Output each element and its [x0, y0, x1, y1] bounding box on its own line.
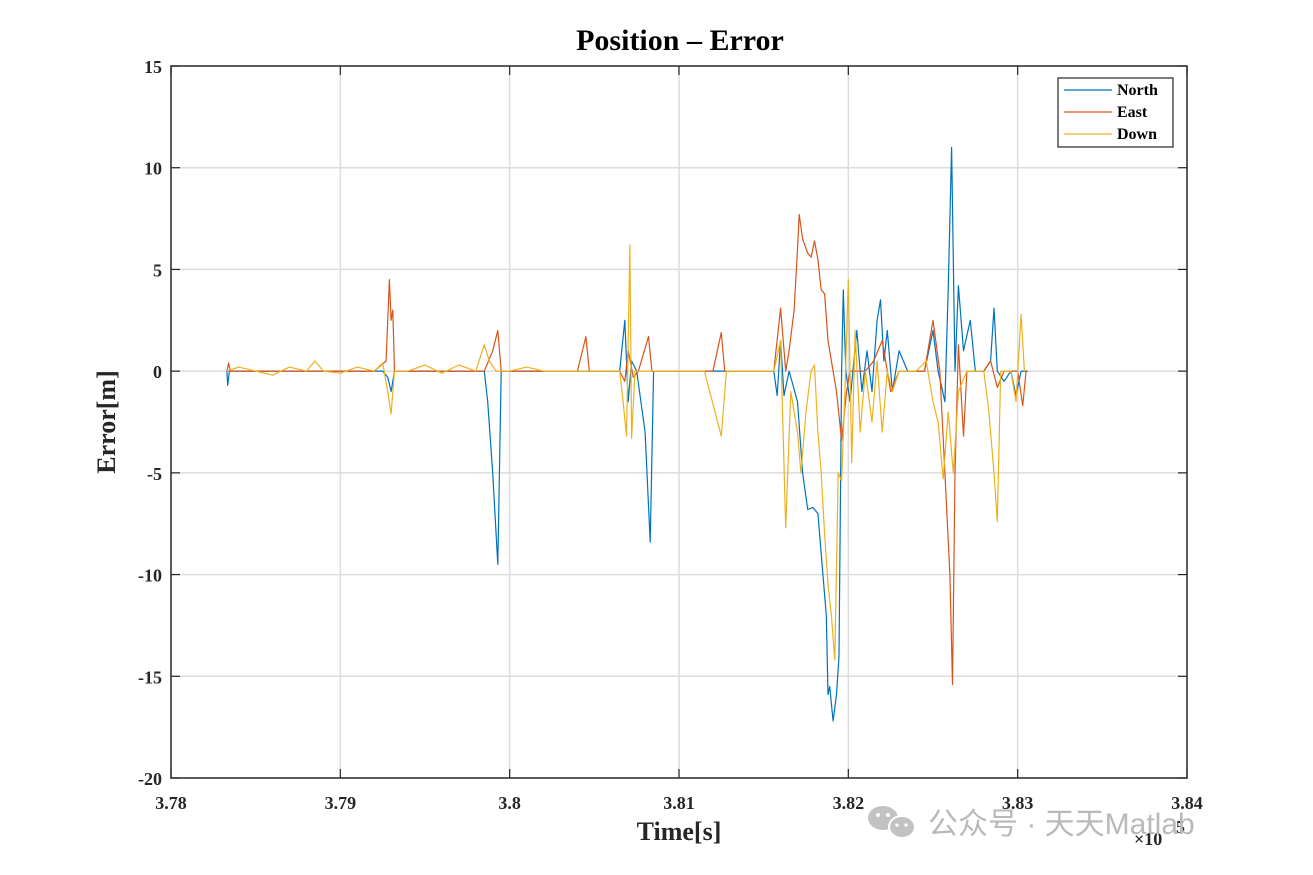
x-tick-label: 3.84: [1171, 793, 1203, 813]
y-axis-ticks: -20 -15 -10 -5 0 5 10 15: [138, 57, 1187, 789]
y-tick-label: -10: [138, 566, 162, 586]
legend: North East Down: [1057, 77, 1174, 148]
series-line-east: [226, 213, 1027, 685]
x-axis-exponent-label: ×10: [1134, 829, 1162, 849]
y-tick-label: -15: [138, 667, 162, 687]
y-tick-label: 10: [144, 159, 162, 179]
x-tick-label: 3.82: [833, 793, 865, 813]
x-tick-label: 3.78: [155, 793, 187, 813]
watermark: 公众号 · 天天Matlab: [868, 806, 1195, 841]
legend-label-north: North: [1117, 82, 1158, 99]
x-tick-label: 3.8: [498, 793, 521, 813]
x-axis-ticks: 3.78 3.79 3.8 3.81 3.82 3.83 3.84: [155, 66, 1203, 813]
y-axis-label: Error[m]: [92, 370, 121, 473]
chart-title: Position – Error: [576, 24, 784, 57]
y-tick-label: 5: [153, 260, 162, 280]
y-tick-label: 0: [153, 362, 162, 382]
data-series: [226, 146, 1028, 722]
wechat-icon: [868, 806, 916, 839]
legend-label-down: Down: [1117, 126, 1157, 143]
series-line-north: [226, 146, 1028, 722]
x-axis-label: Time[s]: [637, 817, 722, 846]
x-tick-label: 3.81: [663, 793, 695, 813]
x-tick-label: 3.83: [1002, 793, 1034, 813]
series-line-down: [226, 244, 1025, 661]
y-tick-label: -5: [147, 464, 162, 484]
y-tick-label: 15: [144, 57, 162, 77]
x-axis-exponent-power: 5: [1176, 817, 1185, 837]
legend-items: North East Down: [1064, 82, 1158, 143]
y-tick-label: -20: [138, 769, 162, 789]
x-tick-label: 3.79: [325, 793, 357, 813]
legend-label-east: East: [1117, 104, 1148, 121]
watermark-text: 公众号 · 天天Matlab: [928, 808, 1195, 841]
